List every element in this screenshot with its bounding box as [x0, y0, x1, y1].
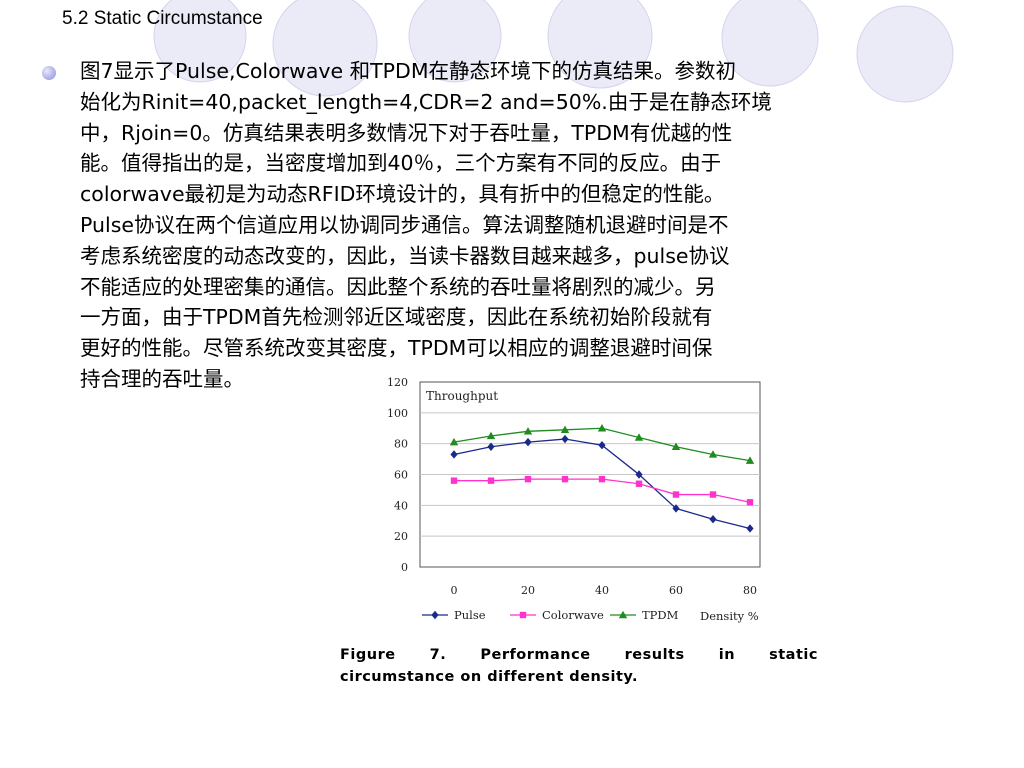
data-point-colorwave	[487, 477, 495, 484]
data-point-colorwave	[450, 477, 458, 484]
caption-word: results	[624, 647, 685, 663]
data-point-colorwave	[561, 475, 569, 483]
legend-marker	[519, 611, 527, 619]
caption-word: in	[718, 647, 736, 663]
caption-line-1: Figure 7. Performance results in static	[340, 644, 818, 666]
paragraph-line: 始化为Rinit=40,packet_length=4,CDR=2 and=50…	[80, 89, 772, 114]
data-point-tpdm	[671, 442, 681, 450]
data-point-pulse	[561, 434, 569, 444]
data-point-colorwave	[746, 499, 754, 506]
paragraph-line: Pulse协议在两个信道应用以协调同步通信。算法调整随机退避时间是不	[80, 212, 729, 237]
paragraph-line: 中，Rjoin=0。仿真结果表明多数情况下对于吞吐量，TPDM有优越的性	[80, 120, 733, 145]
data-point-pulse	[487, 442, 495, 451]
caption-word: static	[769, 647, 818, 663]
paragraph-line: 图7显示了Pulse,Colorwave 和TPDM在静态环境下的仿真结果。参数…	[80, 59, 737, 83]
paragraph-line: 一方面，由于TPDM首先检测邻近区域密度，因此在系统初始阶段就有	[80, 305, 713, 330]
caption-word: 7.	[429, 647, 447, 663]
data-point-pulse	[672, 504, 680, 513]
x-tick-label: 80	[743, 584, 757, 597]
caption-line-2: circumstance on different density.	[340, 669, 639, 685]
legend-marker	[431, 610, 439, 620]
legend-label: TPDM	[642, 608, 679, 622]
data-point-tpdm	[486, 431, 496, 440]
data-point-tpdm	[708, 450, 718, 458]
x-axis-label: Density %	[700, 609, 759, 623]
y-tick-label: 0	[401, 561, 408, 574]
figure-caption: Figure 7. Performance results in static …	[340, 644, 818, 688]
legend-marker	[618, 610, 628, 619]
data-point-pulse	[524, 437, 532, 447]
chart-svg: 0 20 40 60 80 100 120 0 20 40 60 80 Throughput Pulse C…	[387, 376, 761, 623]
caption-word: Figure	[340, 647, 396, 663]
x-tick-label: 40	[595, 584, 609, 597]
data-point-colorwave	[709, 491, 717, 498]
data-point-pulse	[598, 441, 606, 450]
data-point-colorwave	[598, 475, 606, 483]
data-point-colorwave	[672, 491, 680, 498]
y-tick-label: 80	[394, 438, 408, 451]
data-point-colorwave	[635, 480, 643, 487]
paragraph-line: 更好的性能。尽管系统改变其密度，TPDM可以相应的调整退避时间保	[80, 336, 713, 361]
y-tick-label: 120	[387, 376, 408, 389]
paragraph-line: 不能适应的处理密集的通信。因此整个系统的吞吐量将剧烈的减少。另	[80, 274, 716, 299]
data-point-tpdm	[745, 456, 755, 464]
legend-label: Colorwave	[542, 608, 604, 622]
data-point-pulse	[709, 515, 717, 524]
slide-title: 5.2 Static Circumstance	[62, 8, 263, 29]
legend-label: Pulse	[454, 608, 486, 622]
throughput-chart: 0 20 40 60 80 100 120 0 20 40 60 80 Throughput Pulse C…	[360, 368, 780, 633]
y-tick-label: 100	[387, 407, 408, 420]
caption-word: Performance	[480, 647, 591, 663]
data-point-pulse	[635, 470, 643, 479]
body-paragraph: 图7显示了Pulse,Colorwave 和TPDM在静态环境下的仿真结果。参数…	[80, 56, 980, 395]
paragraph-line: colorwave最初是为动态RFID环境设计的，具有折中的但稳定的性能。	[80, 182, 725, 207]
x-tick-label: 0	[451, 584, 458, 597]
y-tick-label: 60	[394, 469, 408, 482]
chart-title: Throughput	[426, 389, 498, 403]
paragraph-line: 能。值得指出的是，当密度增加到40％，三个方案有不同的反应。由于	[80, 151, 722, 176]
data-point-tpdm	[449, 437, 459, 446]
x-tick-label: 60	[669, 584, 683, 597]
data-point-colorwave	[524, 475, 532, 483]
data-point-pulse	[450, 450, 458, 459]
bullet-icon	[42, 66, 56, 80]
paragraph-line: 持合理的吞吐量。	[80, 366, 244, 391]
data-point-tpdm	[560, 425, 570, 433]
paragraph-line: 考虑系统密度的动态改变的，因此，当读卡器数目越来越多，pulse协议	[80, 243, 730, 268]
data-point-pulse	[746, 524, 754, 533]
y-tick-label: 40	[394, 499, 408, 512]
data-point-tpdm	[634, 433, 644, 441]
x-tick-label: 20	[521, 584, 535, 597]
data-point-tpdm	[523, 427, 533, 435]
data-point-tpdm	[597, 424, 607, 432]
y-tick-label: 20	[394, 530, 408, 543]
